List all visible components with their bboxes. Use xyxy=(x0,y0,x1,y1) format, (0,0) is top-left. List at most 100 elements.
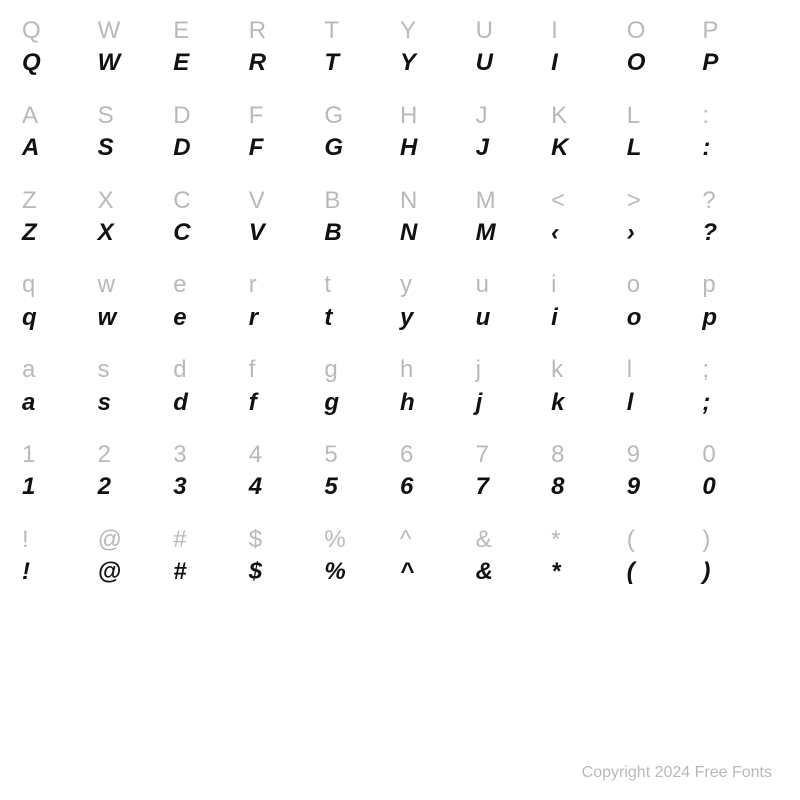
reference-glyph: 9 xyxy=(627,442,703,468)
reference-glyph: K xyxy=(551,103,627,129)
sample-glyph: # xyxy=(173,559,249,585)
reference-glyph: Q xyxy=(22,18,98,44)
glyph-row-pair: !@#$%^&*() !@#$%^&*() xyxy=(22,527,778,586)
sample-glyph: s xyxy=(98,390,174,416)
reference-glyph: U xyxy=(476,18,552,44)
reference-glyph: ! xyxy=(22,527,98,553)
sample-glyph: q xyxy=(22,305,98,331)
reference-glyph: d xyxy=(173,357,249,383)
reference-glyph: # xyxy=(173,527,249,553)
sample-glyph: t xyxy=(324,305,400,331)
reference-glyph: & xyxy=(476,527,552,553)
sample-glyph: I xyxy=(551,50,627,76)
reference-row: !@#$%^&*() xyxy=(22,527,778,553)
sample-glyph: g xyxy=(324,390,400,416)
reference-glyph: 7 xyxy=(476,442,552,468)
reference-glyph: y xyxy=(400,272,476,298)
reference-glyph: P xyxy=(702,18,778,44)
reference-glyph: @ xyxy=(98,527,174,553)
reference-row: ZXCVBNM<>? xyxy=(22,188,778,214)
reference-glyph: * xyxy=(551,527,627,553)
sample-glyph: i xyxy=(551,305,627,331)
sample-glyph: T xyxy=(324,50,400,76)
sample-glyph: 4 xyxy=(249,474,325,500)
sample-glyph: D xyxy=(173,135,249,161)
sample-row: QWERTYUIOP xyxy=(22,50,778,76)
reference-glyph: 6 xyxy=(400,442,476,468)
sample-glyph: p xyxy=(702,305,778,331)
reference-row: QWERTYUIOP xyxy=(22,18,778,44)
glyph-row-pair: QWERTYUIOP QWERTYUIOP xyxy=(22,18,778,77)
sample-glyph: Q xyxy=(22,50,98,76)
sample-glyph: r xyxy=(249,305,325,331)
reference-glyph: V xyxy=(249,188,325,214)
sample-glyph: H xyxy=(400,135,476,161)
reference-glyph: J xyxy=(476,103,552,129)
reference-glyph: s xyxy=(98,357,174,383)
reference-glyph: g xyxy=(324,357,400,383)
glyph-row-pair: qwertyuiop qwertyuiop xyxy=(22,272,778,331)
sample-glyph: ( xyxy=(627,559,703,585)
sample-glyph: y xyxy=(400,305,476,331)
sample-glyph: S xyxy=(98,135,174,161)
glyph-row-pair: asdfghjkl; asdfghjkl; xyxy=(22,357,778,416)
reference-glyph: Y xyxy=(400,18,476,44)
reference-glyph: M xyxy=(476,188,552,214)
reference-glyph: F xyxy=(249,103,325,129)
reference-glyph: ) xyxy=(702,527,778,553)
sample-glyph: 7 xyxy=(476,474,552,500)
reference-glyph: r xyxy=(249,272,325,298)
sample-glyph: e xyxy=(173,305,249,331)
sample-glyph: 9 xyxy=(627,474,703,500)
sample-glyph: f xyxy=(249,390,325,416)
sample-glyph: P xyxy=(702,50,778,76)
sample-glyph: X xyxy=(98,220,174,246)
sample-glyph: 2 xyxy=(98,474,174,500)
sample-glyph: G xyxy=(324,135,400,161)
sample-glyph: * xyxy=(551,559,627,585)
sample-row: ASDFGHJKL: xyxy=(22,135,778,161)
reference-glyph: W xyxy=(98,18,174,44)
reference-glyph: X xyxy=(98,188,174,214)
sample-row: qwertyuiop xyxy=(22,305,778,331)
sample-glyph: ) xyxy=(702,559,778,585)
sample-glyph: V xyxy=(249,220,325,246)
reference-glyph: 0 xyxy=(702,442,778,468)
sample-glyph: C xyxy=(173,220,249,246)
reference-glyph: A xyxy=(22,103,98,129)
reference-glyph: f xyxy=(249,357,325,383)
sample-row: !@#$%^&*() xyxy=(22,559,778,585)
sample-glyph: d xyxy=(173,390,249,416)
reference-glyph: p xyxy=(702,272,778,298)
sample-row: asdfghjkl; xyxy=(22,390,778,416)
reference-row: ASDFGHJKL: xyxy=(22,103,778,129)
reference-row: 1234567890 xyxy=(22,442,778,468)
sample-glyph: L xyxy=(627,135,703,161)
reference-row: qwertyuiop xyxy=(22,272,778,298)
sample-glyph: K xyxy=(551,135,627,161)
glyph-row-pair: ZXCVBNM<>?ZXCVBNM‹›? xyxy=(22,188,778,247)
reference-glyph: h xyxy=(400,357,476,383)
glyph-grid: QWERTYUIOP QWERTYUIOP ASDFGHJKL: ASDFGHJKL:… xyxy=(0,0,800,585)
sample-glyph: F xyxy=(249,135,325,161)
reference-row: asdfghjkl; xyxy=(22,357,778,383)
sample-glyph: ‹ xyxy=(551,220,627,246)
reference-glyph: O xyxy=(627,18,703,44)
sample-glyph: N xyxy=(400,220,476,246)
reference-glyph: T xyxy=(324,18,400,44)
sample-glyph: 5 xyxy=(324,474,400,500)
reference-glyph: < xyxy=(551,188,627,214)
reference-glyph: S xyxy=(98,103,174,129)
reference-glyph: ( xyxy=(627,527,703,553)
reference-glyph: a xyxy=(22,357,98,383)
reference-glyph: ^ xyxy=(400,527,476,553)
reference-glyph: 5 xyxy=(324,442,400,468)
sample-glyph: Y xyxy=(400,50,476,76)
reference-glyph: L xyxy=(627,103,703,129)
reference-glyph: C xyxy=(173,188,249,214)
sample-glyph: k xyxy=(551,390,627,416)
sample-glyph: 3 xyxy=(173,474,249,500)
sample-glyph: 6 xyxy=(400,474,476,500)
reference-glyph: N xyxy=(400,188,476,214)
reference-glyph: e xyxy=(173,272,249,298)
